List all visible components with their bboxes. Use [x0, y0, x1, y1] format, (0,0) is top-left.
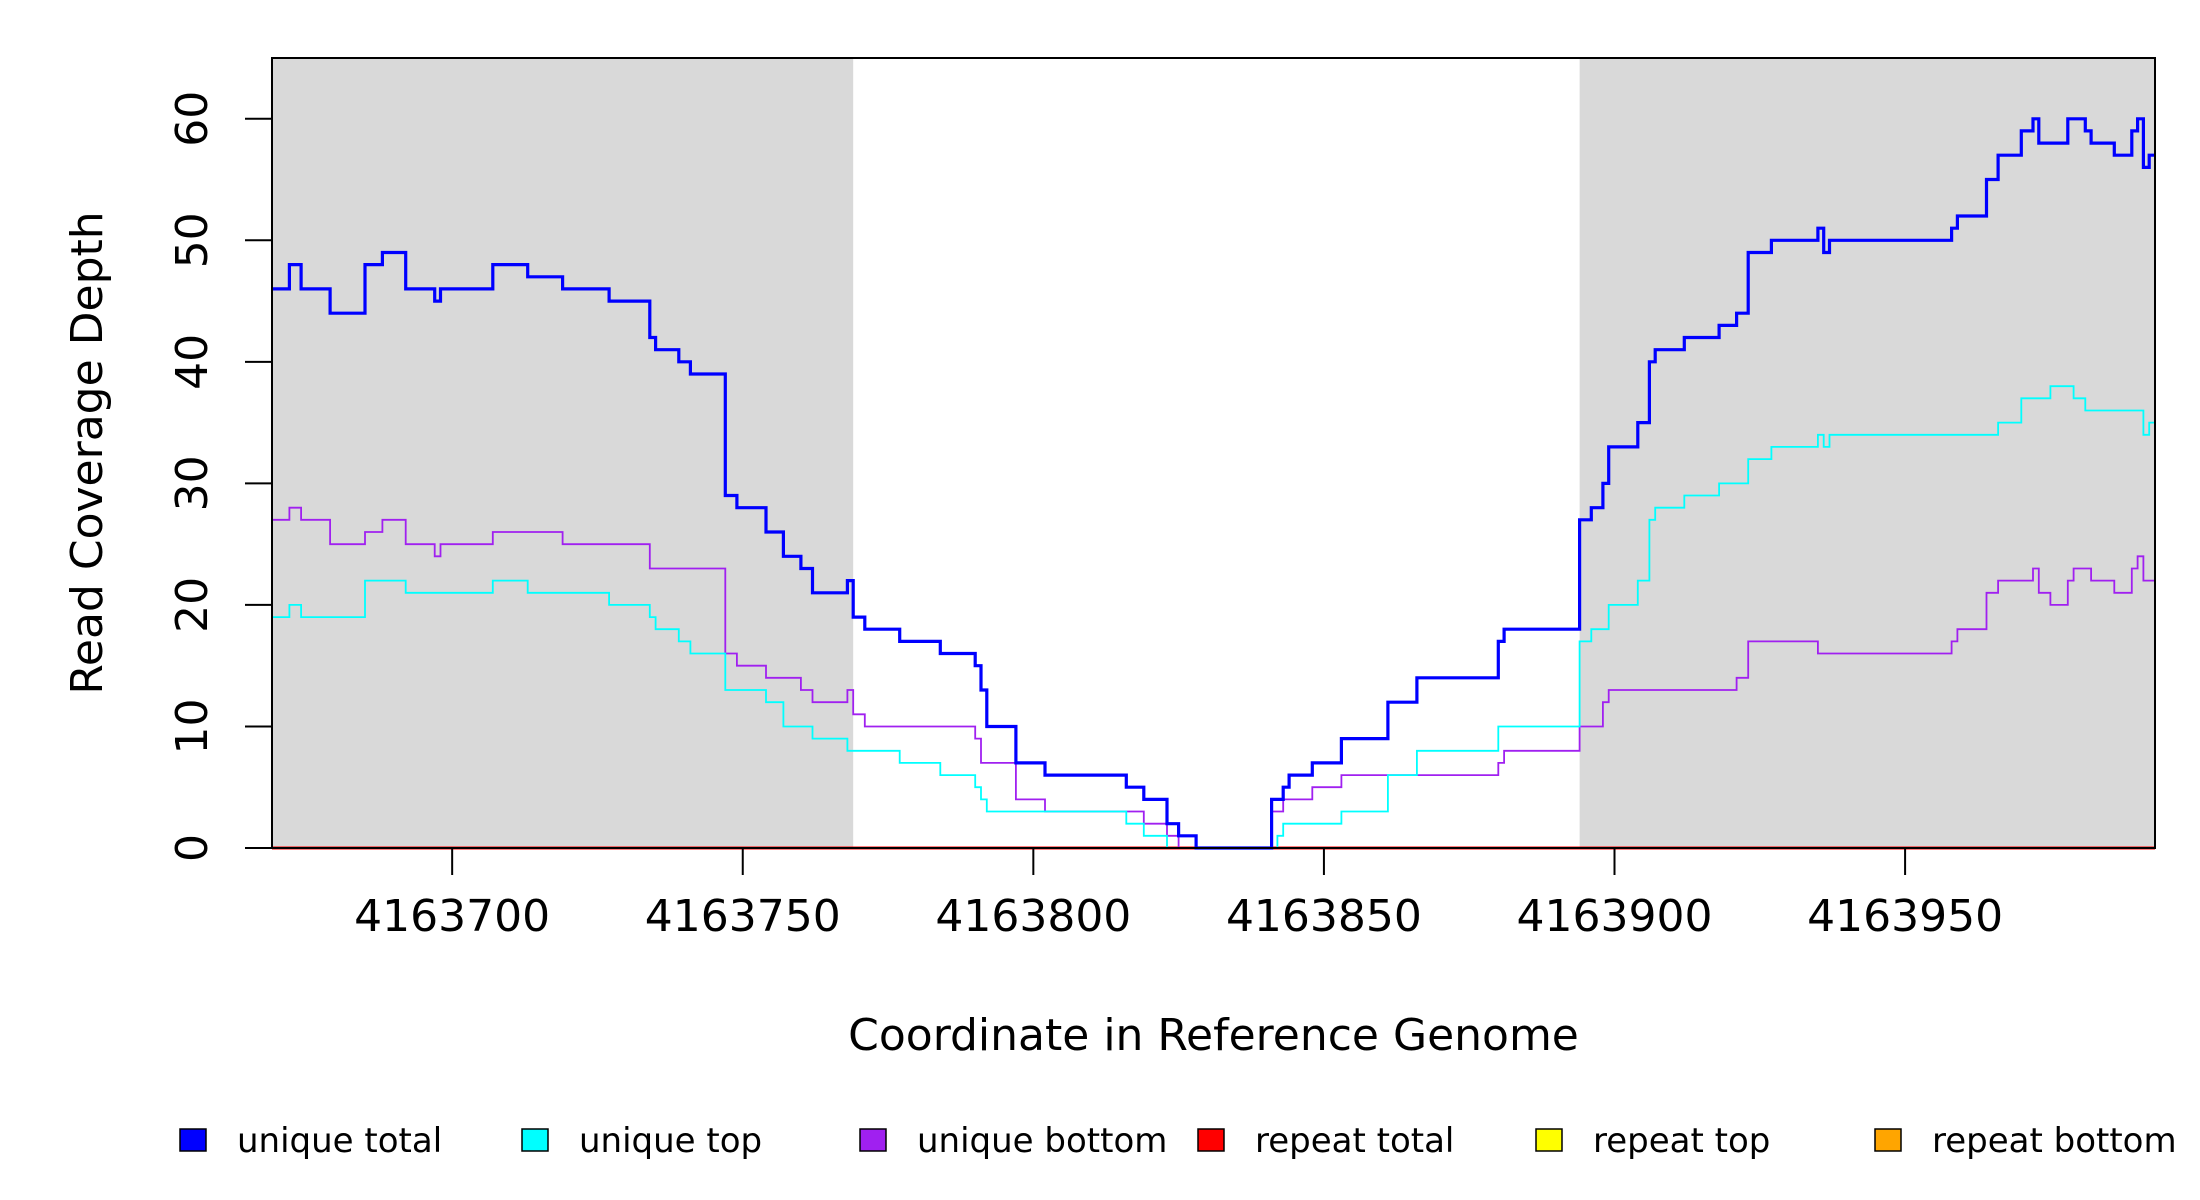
x-tick-label: 4163900: [1517, 891, 1713, 942]
y-axis: 0 10 20 30 40 50 60: [167, 91, 273, 862]
y-tick-label: 20: [167, 577, 218, 633]
legend-label-repeat-top: repeat top: [1593, 1121, 1770, 1161]
series-unique-top: [272, 385, 2155, 849]
legend-label-unique-total: unique total: [237, 1121, 442, 1161]
legend-swatch-repeat-bottom: [1874, 1128, 1902, 1152]
legend-label-repeat-total: repeat total: [1255, 1121, 1454, 1161]
y-tick-label: 50: [167, 212, 218, 268]
y-tick-label: 30: [167, 455, 218, 511]
legend-swatch-unique-total: [179, 1128, 207, 1152]
x-tick-label: 4163700: [354, 891, 550, 942]
y-tick-label: 40: [167, 334, 218, 390]
y-tick-label: 10: [167, 698, 218, 754]
shaded-region-1: [272, 58, 854, 848]
legend-label-repeat-bottom: repeat bottom: [1932, 1121, 2177, 1161]
y-tick-label: 60: [167, 91, 218, 147]
x-tick-label: 4163750: [645, 891, 841, 942]
shaded-region-2: [1579, 58, 2155, 848]
legend-label-unique-top: unique top: [579, 1121, 762, 1161]
x-axis-title: Coordinate in Reference Genome: [848, 1010, 1579, 1061]
legend-swatch-repeat-total: [1197, 1128, 1225, 1152]
x-axis: 4163700 4163750 4163800 4163850 4163900 41639…: [354, 847, 2003, 942]
x-tick-label: 4163950: [1807, 891, 2003, 942]
x-tick-label: 4163800: [935, 891, 1131, 942]
y-axis-title: Read Coverage Depth: [62, 211, 113, 694]
legend-swatch-unique-bottom: [859, 1128, 887, 1152]
legend-swatch-repeat-top: [1535, 1128, 1563, 1152]
series-unique-total: [272, 117, 2155, 850]
shaded-regions: [272, 58, 2155, 848]
legend-swatch-unique-top: [521, 1128, 549, 1152]
y-tick-label: 0: [167, 834, 218, 862]
legend: unique total unique top unique bottom repea…: [179, 1121, 2177, 1161]
legend-label-unique-bottom: unique bottom: [917, 1121, 1167, 1161]
x-tick-label: 4163850: [1226, 891, 1422, 942]
